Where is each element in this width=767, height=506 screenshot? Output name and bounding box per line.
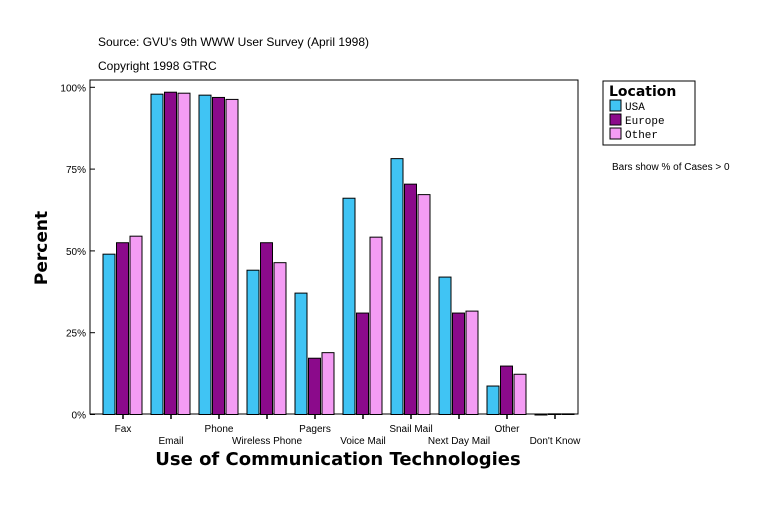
bar-europe	[260, 242, 273, 415]
bar-other	[465, 310, 479, 415]
bar-usa	[102, 253, 116, 415]
bar-other	[561, 413, 575, 416]
legend-label: Europe	[625, 116, 665, 128]
y-tick-label: 75%	[66, 165, 86, 176]
x-tick-label: Don't Know	[530, 436, 582, 447]
bar-other	[273, 262, 287, 415]
x-tick-label: Wireless Phone	[232, 436, 302, 447]
y-axis-label: Percent	[32, 211, 52, 285]
legend-label: Other	[625, 130, 658, 142]
legend: Location USA Europe Other	[602, 80, 696, 146]
bar-usa	[486, 385, 500, 415]
y-tick-label: 50%	[66, 247, 86, 258]
bar-other	[417, 194, 431, 415]
x-tick-label: Fax	[115, 424, 132, 435]
x-tick-label: Other	[494, 424, 520, 435]
chart-note: Bars show % of Cases > 0	[612, 162, 730, 173]
bar-europe	[500, 365, 513, 415]
copyright-subtitle: Copyright 1998 GTRC	[98, 59, 217, 73]
bar-other	[225, 98, 239, 415]
bar-other	[177, 92, 191, 415]
bar-europe	[452, 312, 465, 415]
source-subtitle: Source: GVU's 9th WWW User Survey (April…	[98, 35, 369, 49]
legend-swatch-europe	[609, 113, 622, 126]
bar-europe	[164, 91, 177, 415]
bar-usa	[390, 158, 404, 415]
bar-usa	[150, 93, 164, 415]
bar-other	[321, 352, 335, 416]
bar-usa	[198, 94, 212, 415]
bar-europe	[308, 357, 321, 415]
x-tick-label: Voice Mail	[340, 436, 386, 447]
x-axis-label: Use of Communication Technologies	[155, 449, 520, 470]
bar-europe	[212, 96, 225, 415]
x-tick-label: Phone	[205, 424, 234, 435]
x-tick-label: Snail Mail	[389, 424, 432, 435]
y-tick-label: 25%	[66, 329, 86, 340]
bar-europe	[356, 312, 369, 415]
bar-other	[129, 235, 143, 415]
legend-swatch-other	[609, 127, 622, 140]
legend-title: Location	[609, 84, 676, 100]
bar-usa	[534, 414, 548, 416]
x-tick-label: Pagers	[299, 424, 331, 435]
bar-usa	[342, 197, 356, 415]
bar-europe	[116, 242, 129, 415]
bar-europe	[404, 183, 417, 415]
bar-usa	[246, 269, 260, 415]
bar-usa	[294, 292, 308, 415]
bar-other	[369, 236, 383, 415]
y-tick-label: 0%	[72, 411, 87, 422]
x-tick-label: Email	[158, 436, 183, 447]
bar-other	[513, 373, 527, 415]
bar-usa	[438, 276, 452, 415]
y-tick-label: 100%	[60, 83, 86, 94]
legend-label: USA	[625, 102, 645, 114]
legend-swatch-usa	[609, 99, 622, 112]
x-tick-label: Next Day Mail	[428, 436, 490, 447]
